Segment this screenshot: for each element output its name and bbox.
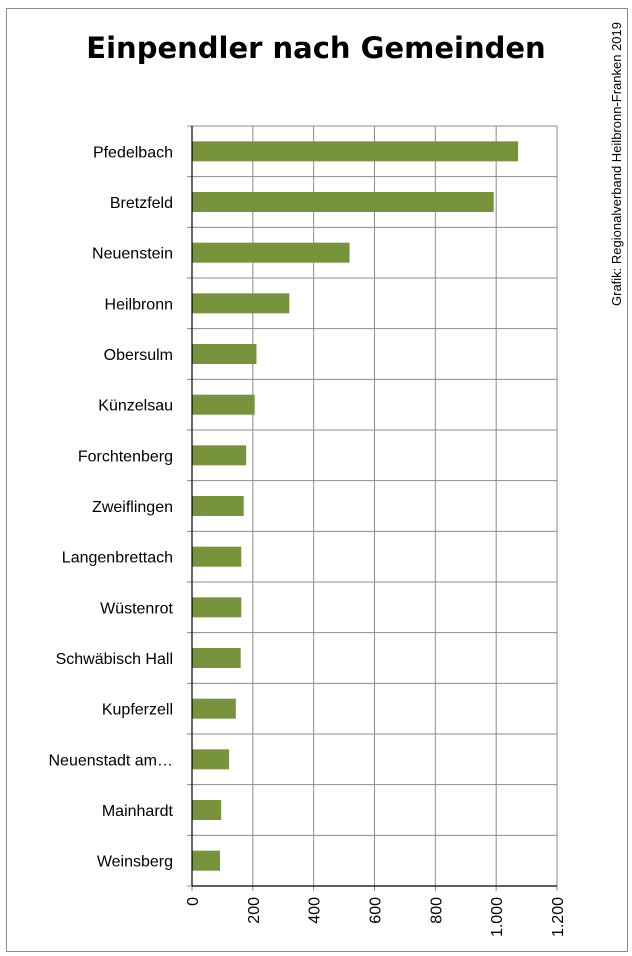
bar — [192, 800, 222, 820]
category-label: Schwäbisch Hall — [56, 651, 173, 668]
chart-title: Einpendler nach Gemeinden — [86, 31, 546, 65]
bar — [192, 344, 257, 364]
category-label: Wüstenrot — [100, 600, 173, 617]
x-tick-label: 200 — [246, 897, 263, 924]
category-label: Neuenstein — [92, 246, 173, 263]
category-label: Künzelsau — [98, 398, 173, 415]
category-label: Weinsberg — [97, 854, 173, 871]
bar — [192, 698, 236, 719]
bar — [192, 242, 350, 263]
category-label: Zweiflingen — [92, 499, 173, 516]
x-tick-label: 1.200 — [550, 897, 567, 937]
x-tick-label: 400 — [307, 897, 324, 924]
category-label: Neuenstadt am… — [48, 752, 173, 769]
bar — [192, 141, 519, 162]
category-label: Langenbrettach — [62, 550, 173, 567]
category-label: Kupferzell — [102, 702, 173, 719]
bar — [192, 546, 242, 567]
category-label: Heilbronn — [105, 296, 173, 313]
bar — [192, 445, 247, 466]
category-label: Forchtenberg — [78, 448, 173, 465]
category-label: Obersulm — [104, 347, 173, 364]
bar — [192, 394, 255, 415]
x-tick-label: 600 — [368, 897, 385, 924]
category-label: Pfedelbach — [93, 144, 173, 161]
bar — [192, 648, 241, 668]
bar — [192, 192, 494, 212]
bar — [192, 597, 242, 618]
x-tick-label: 800 — [428, 897, 445, 924]
bar — [192, 850, 220, 871]
bar — [192, 496, 244, 516]
category-label: Mainhardt — [102, 803, 174, 820]
bar — [192, 293, 290, 314]
x-tick-label: 1.000 — [489, 897, 506, 937]
category-label: Bretzfeld — [110, 195, 173, 212]
x-tick-label: 0 — [185, 897, 202, 906]
chart-frame — [6, 8, 628, 952]
bar — [192, 749, 230, 770]
